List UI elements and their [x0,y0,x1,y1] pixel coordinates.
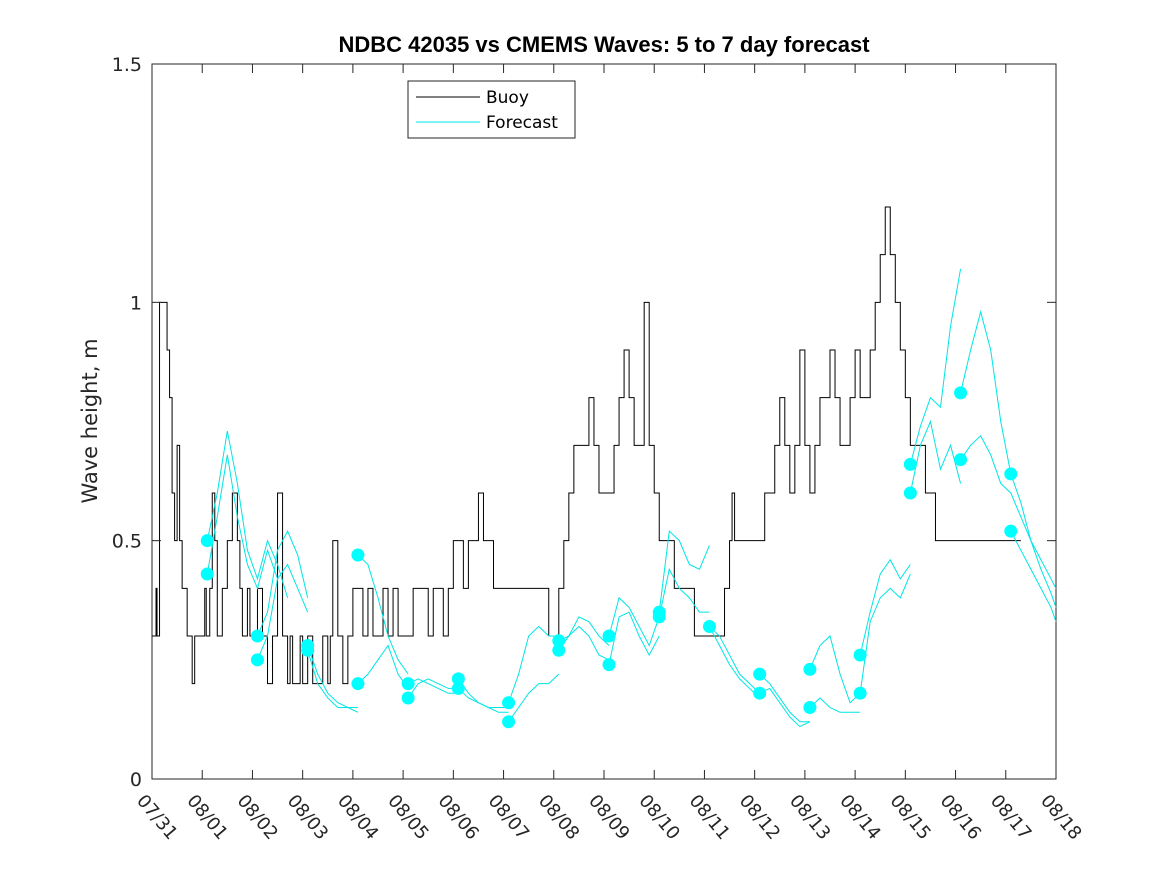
legend: Buoy Forecast [407,80,576,139]
forecast-marker [602,658,616,672]
forecast-line [608,611,660,665]
forecast-marker [200,534,214,548]
forecast-marker [502,696,516,710]
legend-box [407,80,576,139]
forecast-series [206,268,1057,728]
forecast-line [508,673,560,723]
forecast-line [407,678,459,694]
forecast-line [859,558,911,656]
forecast-line [709,626,761,699]
forecast-marker [853,686,867,700]
forecast-marker [954,386,968,400]
forecast-line [960,434,1012,494]
forecast-marker [301,643,315,657]
forecast-line [608,596,660,647]
forecast-line [558,625,610,661]
forecast-marker [652,610,666,624]
forecast-line [809,697,861,713]
forecast-line [759,687,811,728]
forecast-marker [401,691,415,705]
forecast-line [1010,492,1057,589]
forecast-marker [702,619,716,633]
forecast-marker [502,715,516,729]
forecast-markers [200,386,1018,729]
forecast-line [909,419,962,494]
forecast-marker [200,567,214,581]
forecast-marker [250,629,264,643]
forecast-line [1010,473,1057,608]
forecast-marker [803,662,817,676]
forecast-marker [451,681,465,695]
buoy-line [152,206,1021,685]
forecast-line [257,529,309,637]
forecast-marker [351,548,365,562]
forecast-marker [903,486,917,500]
forecast-line [458,688,509,708]
forecast-line [709,626,761,694]
forecast-line [809,635,861,704]
forecast-line [307,650,359,713]
forecast-line [759,673,810,723]
forecast-marker [753,686,767,700]
forecast-marker [753,667,767,681]
forecast-line [357,644,409,689]
forecast-line [859,573,911,694]
forecast-marker [250,653,264,667]
chart-title: NDBC 42035 vs CMEMS Waves: 5 to 7 day fo… [338,32,870,57]
y-tick-label: 0 [130,769,142,791]
forecast-marker [351,677,365,691]
y-tick-label: 1.5 [112,54,142,76]
forecast-marker [954,453,968,467]
y-axis-label: Wave height, m [78,338,102,503]
buoy-series [152,206,1021,685]
y-tick-label: 0.5 [112,531,142,553]
forecast-marker [602,629,616,643]
forecast-line [909,268,962,465]
forecast-line [1010,530,1057,622]
legend-forecast-label: Forecast [486,113,558,133]
y-tick-label: 1 [130,292,142,314]
forecast-line [206,454,279,590]
forecast-marker [803,701,817,714]
forecast-marker [552,643,566,657]
forecast-line [558,616,610,646]
forecast-marker [401,677,415,691]
plot-area: 00.511.507/31 08/01 08/02 08/03 08/04 08/05 08… [112,54,1086,844]
forecast-line [257,563,309,661]
forecast-line [206,430,289,599]
forecast-line [658,530,710,613]
forecast-marker [903,457,917,471]
legend-buoy-label: Buoy [486,88,529,108]
forecast-line [407,678,459,699]
forecast-line [960,309,1012,475]
forecast-marker [552,634,566,648]
forecast-marker [1004,524,1018,538]
forecast-line [307,645,358,708]
forecast-line [357,554,409,675]
forecast-marker [853,648,867,662]
forecast-line [658,567,710,618]
forecast-marker [451,672,465,686]
forecast-marker [1004,467,1018,481]
forecast-line [508,625,559,703]
